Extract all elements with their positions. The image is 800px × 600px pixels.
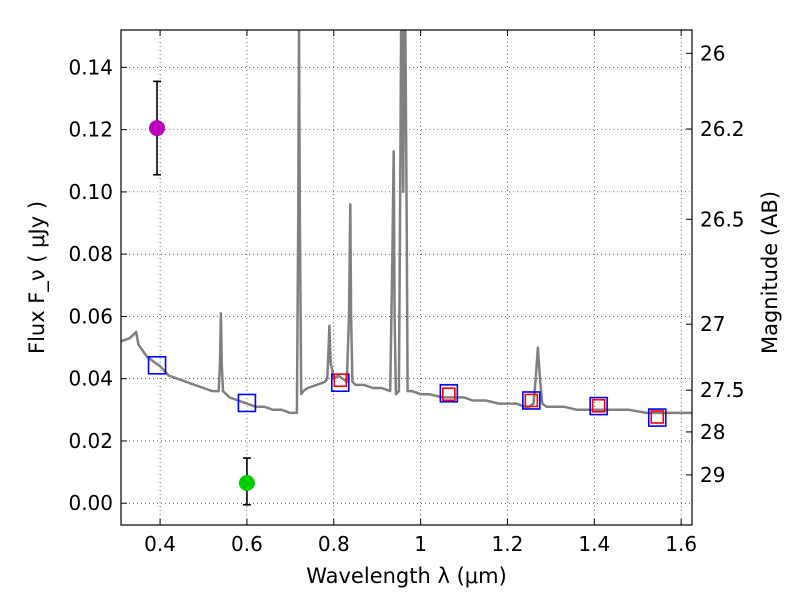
x-tick-label: 0.6 xyxy=(231,532,263,556)
y-axis-right-label: Magnitude (AB) xyxy=(758,191,782,354)
y-tick-label: 0.14 xyxy=(68,55,113,79)
y-tick-label: 0.12 xyxy=(68,118,113,142)
y-tick-label: 0.08 xyxy=(68,242,113,266)
model-band-flux-marker xyxy=(589,396,608,416)
y-tick-label: 0.00 xyxy=(68,491,113,515)
mag-tick-label: 26 xyxy=(700,41,725,65)
grid-lines xyxy=(121,30,692,525)
observed-flux-marker xyxy=(333,373,348,388)
x-tick-label: 1.2 xyxy=(492,532,524,556)
model-band-flux-marker xyxy=(147,355,167,375)
axis-ticks: 0.4 0.6 0.8 1 1.2 1.4 1.6 0.00 0.02 0.04 0.06 0.08 0… xyxy=(68,30,745,556)
x-tick-label: 1 xyxy=(414,532,427,556)
observed-flux-marker xyxy=(524,393,539,408)
observed-flux-marker xyxy=(650,410,665,424)
mag-tick-label: 27 xyxy=(700,312,725,336)
x-tick-label: 0.4 xyxy=(144,532,176,556)
model-band-flux-marker xyxy=(522,391,541,410)
mag-tick-label: 27.5 xyxy=(700,378,745,402)
y-axis-label: Flux F_ν ( μJy ) xyxy=(25,201,50,354)
x-axis-label: Wavelength λ (μm) xyxy=(306,564,507,588)
plot-frame xyxy=(120,29,693,526)
mag-tick-label: 28 xyxy=(700,420,725,444)
data-point xyxy=(238,474,255,491)
x-tick-label: 1.4 xyxy=(578,532,610,556)
mag-tick-label: 29 xyxy=(700,463,725,487)
x-tick-label: 0.8 xyxy=(318,532,350,556)
mag-tick-label: 26.2 xyxy=(700,117,745,141)
y-tick-label: 0.04 xyxy=(68,367,113,391)
model-band-flux-marker xyxy=(439,384,459,403)
plot-area xyxy=(121,30,692,506)
y-tick-label: 0.02 xyxy=(68,429,113,453)
y-tick-label: 0.06 xyxy=(68,304,113,328)
observed-flux-marker xyxy=(442,387,456,402)
x-tick-label: 1.6 xyxy=(665,532,697,556)
mag-tick-label: 26.5 xyxy=(700,207,745,231)
observed-flux-marker xyxy=(591,398,606,413)
data-point xyxy=(149,120,166,137)
model-band-flux-marker xyxy=(647,408,667,427)
model-band-flux-marker xyxy=(237,393,257,413)
y-tick-label: 0.10 xyxy=(68,180,113,204)
